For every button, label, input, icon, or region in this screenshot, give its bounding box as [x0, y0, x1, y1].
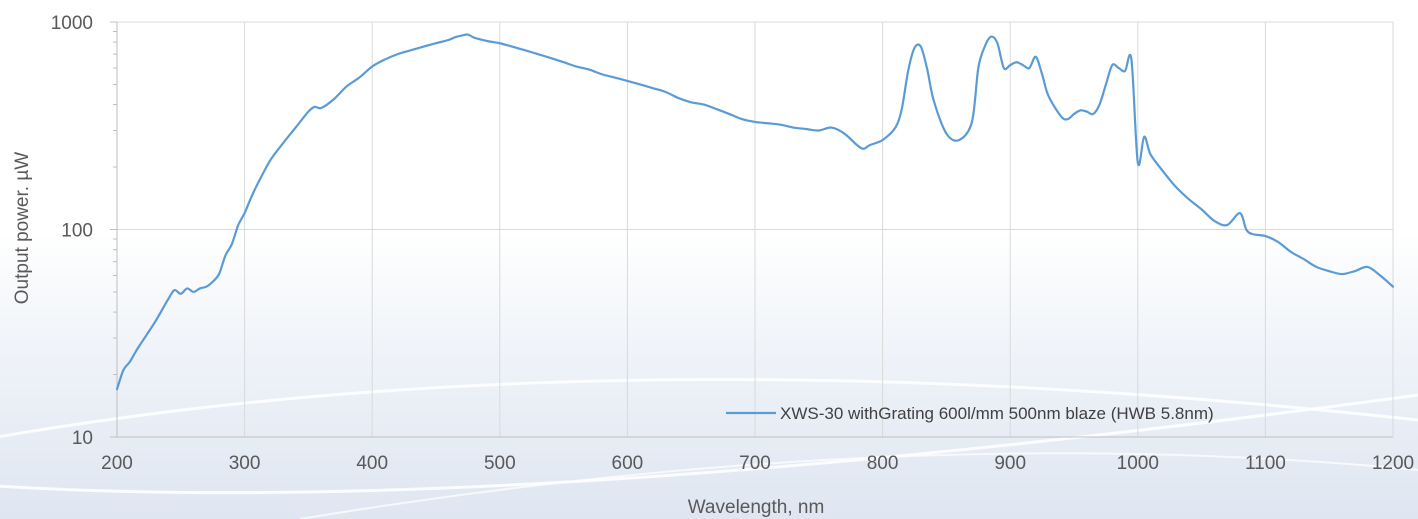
x-tick-label: 400 [356, 453, 388, 474]
background-swoosh [0, 378, 1418, 519]
x-tick-label: 600 [612, 453, 644, 474]
series-line-0 [115, 33, 1395, 391]
grid [117, 21, 1394, 437]
x-tick-label: 900 [994, 453, 1026, 474]
x-tick-label: 800 [867, 453, 899, 474]
x-tick-label: 200 [101, 453, 133, 474]
tick-labels: 200 300 400 500 600 700 800 900 1000 1100 1200 10 10… [51, 13, 1414, 474]
y-tick-label: 10 [72, 428, 93, 449]
x-tick-label: 700 [739, 453, 771, 474]
legend-label: XWS-30 withGrating 600l/mm 500nm blaze (… [780, 404, 1214, 423]
x-tick-label: 500 [484, 453, 516, 474]
y-tick-label: 1000 [51, 13, 93, 34]
x-tick-label: 1000 [1117, 453, 1159, 474]
legend: XWS-30 withGrating 600l/mm 500nm blaze (… [726, 404, 1214, 423]
series-layer [115, 33, 1395, 391]
x-tick-label: 1100 [1245, 453, 1286, 474]
x-tick-label: 300 [229, 453, 261, 474]
y-tick-label: 100 [61, 221, 93, 242]
y-axis-title: Output power. µW [12, 152, 33, 305]
x-tick-label: 1200 [1372, 453, 1414, 474]
axes [110, 21, 1394, 438]
x-axis-title: Wavelength, nm [688, 497, 825, 518]
